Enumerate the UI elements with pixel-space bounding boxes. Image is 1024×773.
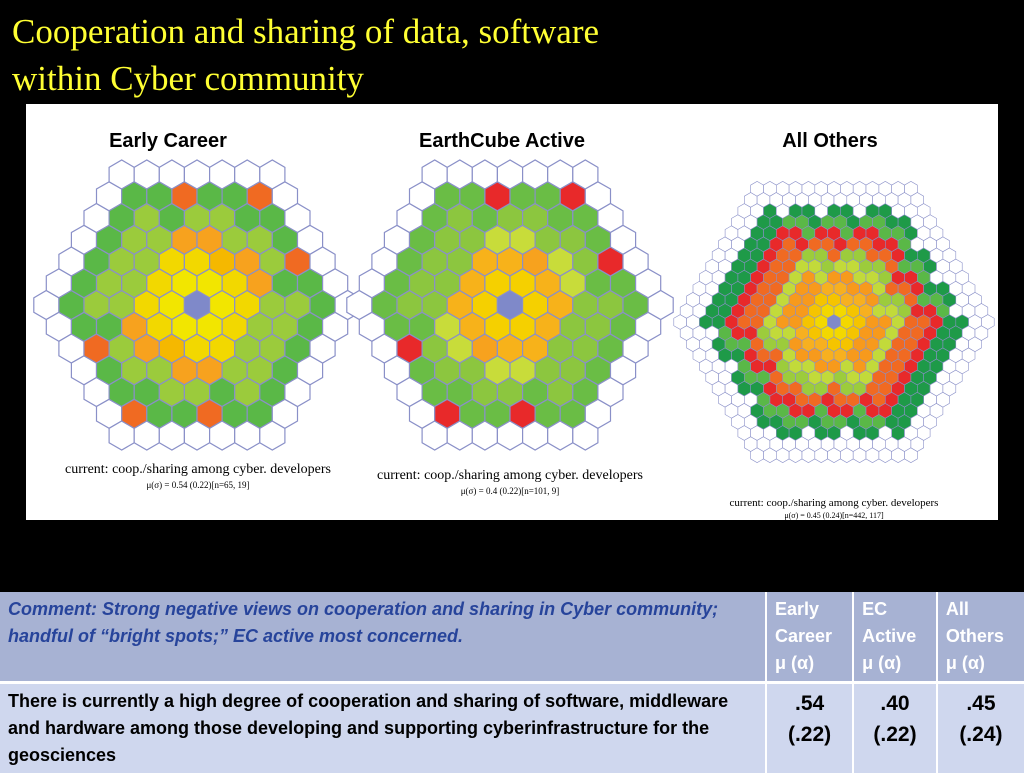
panel-stats: μ(σ) = 0.45 (0.24)[n=442, 117]: [784, 511, 884, 520]
column-header: All Others μ (α): [937, 592, 1024, 683]
survey-table: Comment: Strong negative views on cooper…: [0, 592, 1024, 773]
figure-panel: Early Career EarthCube Active All Others…: [26, 104, 998, 520]
column-header: EC Active μ (α): [853, 592, 937, 683]
header-text: Career: [775, 626, 832, 646]
sd: (.22): [788, 723, 831, 746]
header-text: Early: [775, 599, 819, 619]
value-cell: .40 (.22): [853, 683, 937, 773]
panel-stats: μ(σ) = 0.4 (0.22)[n=101, 9]: [461, 486, 560, 496]
value-cell: .45 (.24): [937, 683, 1024, 773]
panel-title: Early Career: [109, 130, 227, 152]
header-text: All: [946, 599, 969, 619]
panel-caption: current: coop./sharing among cyber. deve…: [730, 497, 939, 509]
panel-stats: μ(σ) = 0.54 (0.22)[n=65, 19]: [146, 480, 249, 490]
header-text: Others: [946, 626, 1004, 646]
mean: .40: [880, 692, 909, 715]
sd: (.24): [959, 723, 1002, 746]
header-text: μ (α): [946, 653, 985, 673]
panel-caption: current: coop./sharing among cyber. deve…: [65, 462, 331, 477]
panel-title: All Others: [782, 130, 878, 152]
panel-caption: current: coop./sharing among cyber. deve…: [377, 468, 643, 483]
header-text: μ (α): [775, 653, 814, 673]
slide-title: Cooperation and sharing of data, softwar…: [12, 8, 599, 102]
value-cell: .54 (.22): [766, 683, 853, 773]
header-text: μ (α): [862, 653, 901, 673]
title-line: Cooperation and sharing of data, softwar…: [12, 12, 599, 51]
header-text: EC: [862, 599, 887, 619]
statement: There is currently a high degree of coop…: [0, 683, 766, 773]
panel-title: EarthCube Active: [419, 130, 585, 152]
header-text: Active: [862, 626, 916, 646]
mean: .45: [966, 692, 995, 715]
mean: .54: [795, 692, 824, 715]
column-header: Early Career μ (α): [766, 592, 853, 683]
title-line: within Cyber community: [12, 59, 364, 98]
sd: (.22): [873, 723, 916, 746]
comment: Comment: Strong negative views on cooper…: [0, 592, 766, 683]
